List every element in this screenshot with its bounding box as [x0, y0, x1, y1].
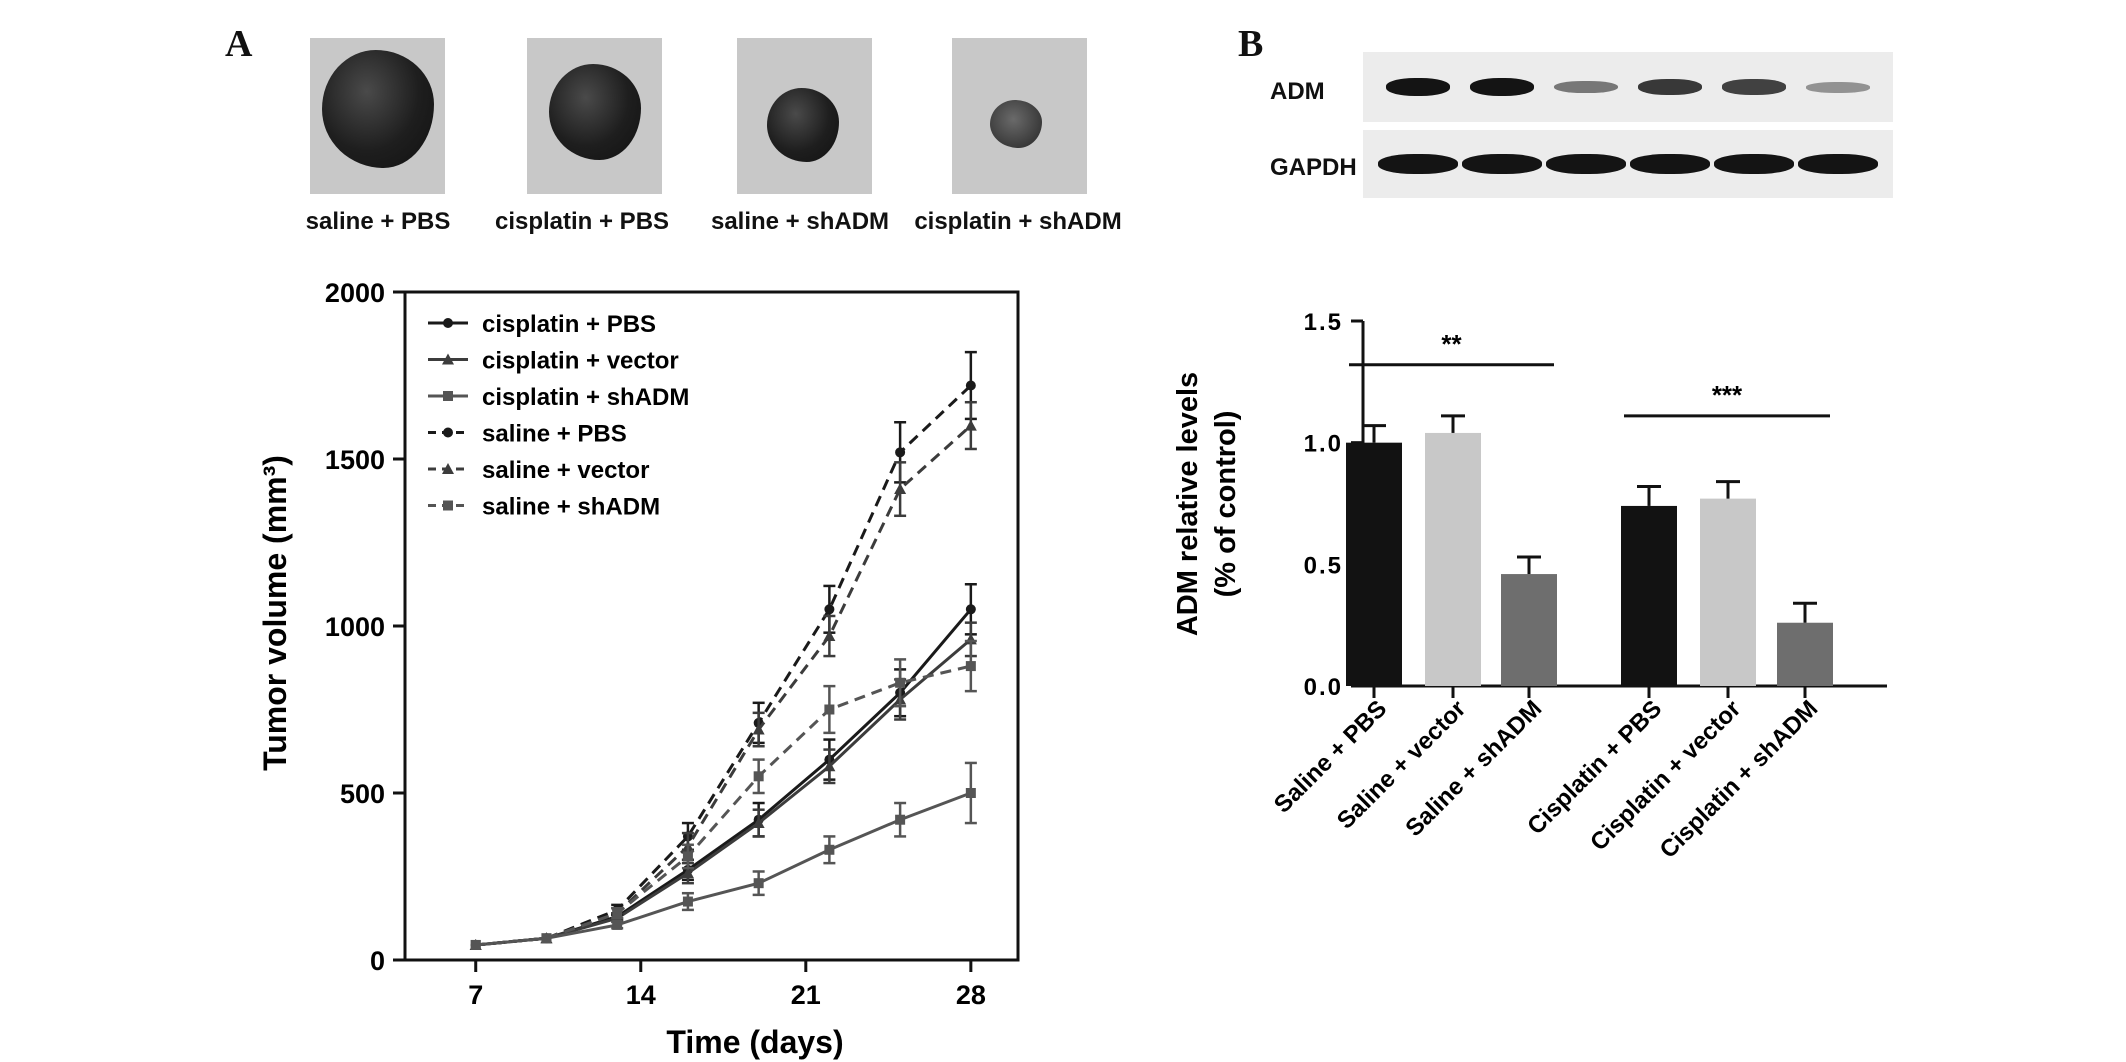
legend-label: cisplatin + vector [482, 348, 679, 375]
adm-band [1806, 81, 1870, 93]
tumor-label-cisplatin-shadm: cisplatin + shADM [914, 208, 1122, 235]
data-point-cisplatin-vector [752, 817, 765, 829]
data-point-saline-shadm [753, 771, 764, 782]
legend-label: cisplatin + PBS [482, 311, 656, 338]
legend-label: saline + PBS [482, 421, 627, 448]
y-tick-label: 0.0 [1304, 674, 1343, 701]
gapdh-band [1630, 154, 1710, 174]
adm-band [1470, 78, 1534, 96]
series-line-cisplatin-shadm [475, 791, 972, 947]
y-tick-label: 0.5 [1304, 552, 1343, 579]
data-point-saline-vector [964, 419, 977, 431]
tumor-photo-cisplatin-pbs [527, 38, 662, 194]
chart-a-ylabel: Tumor volume (mm³) [257, 455, 293, 771]
x-tick-label: 14 [626, 980, 656, 1010]
legend-marker [442, 463, 454, 474]
series-line-saline-vector [475, 424, 972, 947]
x-tick-label: 7 [468, 980, 483, 1010]
data-point-cisplatin-shadm [753, 878, 764, 889]
bar-cisplatin-pbs [1621, 505, 1677, 686]
data-point-saline-shadm [824, 704, 835, 715]
significance-label: ** [1441, 329, 1462, 359]
adm-band [1638, 79, 1702, 95]
bar-saline-vector [1425, 432, 1481, 686]
y-tick-label: 1.5 [1304, 309, 1343, 336]
x-tick-label: 28 [956, 980, 986, 1010]
tumor-image [990, 100, 1042, 148]
tumor-label-cisplatin-pbs: cisplatin + PBS [494, 208, 670, 235]
data-point-saline-pbs [895, 447, 906, 458]
data-point-saline-shadm [612, 908, 623, 919]
bar-saline-pbs [1346, 442, 1402, 686]
adm-band [1554, 80, 1618, 94]
chart-b-ylabel-line-1: ADM relative levels [1172, 372, 1204, 636]
data-point-cisplatin-shadm [612, 919, 623, 930]
tumor-image [322, 50, 434, 168]
legend-marker [442, 353, 454, 365]
tumor-label-saline-pbs: saline + PBS [305, 208, 451, 235]
gapdh-band [1798, 154, 1878, 174]
adm-band [1722, 79, 1786, 95]
gapdh-band [1546, 154, 1626, 174]
series-line-saline-pbs [475, 384, 972, 947]
series-line-saline-shadm [475, 664, 972, 947]
data-point-saline-shadm [895, 677, 906, 688]
legend-marker [443, 391, 453, 401]
blot-label-adm: ADM [1270, 78, 1325, 105]
y-tick-label: 2000 [325, 278, 385, 308]
chart-b-ylabel-line-2: (% of control) [1210, 411, 1242, 598]
tumor-photo-saline-shadm [737, 38, 872, 194]
data-point-cisplatin-shadm [824, 844, 835, 855]
tumor-image [767, 88, 839, 162]
data-point-cisplatin-shadm [965, 788, 976, 798]
data-point-saline-shadm [682, 851, 693, 862]
data-point-saline-shadm [470, 939, 481, 950]
data-point-cisplatin-shadm [895, 814, 906, 825]
legend-marker [443, 427, 453, 438]
panel-b-letter: B [1238, 23, 1264, 65]
tumor-label-saline-shadm: saline + shADM [710, 208, 890, 235]
legend-label: saline + shADM [482, 494, 660, 521]
data-point-cisplatin-vector [823, 760, 836, 772]
data-point-saline-shadm [541, 933, 552, 944]
tumor-volume-chart: Tumor volume (mm³) Time (days) 0 500 1000 1… [257, 278, 1020, 1060]
y-tick-label: 0 [370, 946, 385, 976]
data-point-saline-vector [894, 483, 907, 495]
bar-cisplatin-vector [1700, 498, 1756, 686]
legend-marker [443, 500, 453, 511]
data-point-cisplatin-shadm [682, 896, 693, 907]
chart-a-xlabel: Time (days) [666, 1024, 843, 1060]
gapdh-band [1378, 154, 1458, 174]
y-tick-label: 1000 [325, 612, 385, 642]
y-tick-label: 1500 [325, 445, 385, 475]
data-point-saline-pbs [824, 604, 835, 615]
y-tick-label: 500 [340, 779, 385, 809]
x-tick-label: Cisplatin + vector [1585, 695, 1746, 856]
bar-cisplatin-shadm [1777, 622, 1833, 686]
y-tick-label: 1.0 [1304, 431, 1343, 458]
bar-saline-shadm [1501, 574, 1557, 686]
data-point-cisplatin-pbs [965, 604, 976, 615]
legend-label: cisplatin + shADM [482, 384, 689, 411]
gapdh-band [1714, 154, 1794, 174]
tumor-photo-cisplatin-shadm [952, 38, 1087, 194]
blot-strip-adm [1363, 52, 1893, 122]
legend-label: saline + vector [482, 457, 649, 484]
significance-label: *** [1712, 380, 1743, 410]
data-point-saline-pbs [965, 380, 976, 391]
blot-label-gapdh: GAPDH [1270, 154, 1357, 181]
adm-levels-chart: 0.0 0.5 1.0 1.5 ADM relative levels (% of con… [1172, 309, 1887, 864]
tumor-photo-saline-pbs [310, 38, 445, 194]
legend-marker [443, 318, 453, 328]
blot-strip-gapdh [1363, 130, 1893, 198]
data-point-saline-shadm [965, 661, 976, 672]
gapdh-band [1462, 154, 1542, 174]
panel-a-letter: A [225, 23, 253, 65]
data-point-cisplatin-vector [681, 867, 694, 879]
adm-band [1386, 78, 1450, 96]
x-tick-label: 21 [791, 980, 821, 1010]
tumor-image [549, 64, 641, 160]
data-point-saline-vector [823, 630, 836, 642]
data-point-saline-vector [752, 723, 765, 735]
